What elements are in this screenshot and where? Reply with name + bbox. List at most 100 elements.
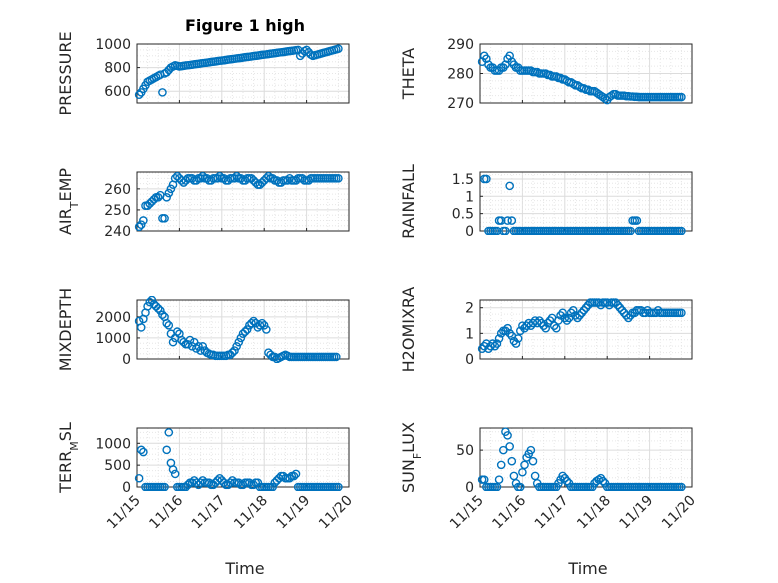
y-axis-label: TERRMSL bbox=[56, 422, 81, 494]
y-axis-label: THETA bbox=[399, 48, 418, 100]
data-point bbox=[535, 316, 544, 325]
data-point bbox=[562, 476, 572, 486]
data-point bbox=[274, 473, 284, 483]
data-point bbox=[198, 342, 208, 351]
data-point bbox=[153, 192, 163, 202]
data-point bbox=[196, 174, 205, 183]
y-axis-label: MIXDEPTH bbox=[56, 288, 75, 371]
data-point bbox=[611, 298, 620, 307]
x-tick-label: 11/16 bbox=[489, 492, 529, 532]
data-point bbox=[537, 318, 546, 328]
data-point bbox=[677, 308, 686, 318]
data-point bbox=[488, 339, 498, 348]
data-point bbox=[272, 176, 282, 185]
series-markers bbox=[134, 44, 343, 100]
data-point bbox=[518, 467, 527, 477]
subplot-8: 0 50 11/15 11/16 11/17 11/18 11/19 11/20 SUNFLUX bbox=[399, 422, 699, 532]
data-point bbox=[249, 316, 258, 326]
data-point bbox=[270, 352, 280, 362]
data-point bbox=[194, 342, 203, 351]
data-point bbox=[219, 478, 229, 487]
data-point bbox=[215, 473, 224, 483]
data-point bbox=[494, 334, 504, 343]
data-point bbox=[482, 339, 491, 348]
data-point bbox=[168, 337, 178, 347]
data-point bbox=[507, 216, 517, 225]
data-point bbox=[334, 44, 343, 54]
y-tick-label: 1000 bbox=[95, 331, 131, 347]
y-tick-label: 0 bbox=[122, 352, 131, 368]
data-point bbox=[479, 475, 489, 484]
x-tick-label: 11/15 bbox=[447, 493, 487, 533]
data-point bbox=[168, 465, 178, 474]
data-point bbox=[626, 311, 635, 320]
data-point bbox=[158, 88, 167, 97]
data-point bbox=[568, 305, 578, 315]
data-point bbox=[624, 313, 633, 323]
data-point bbox=[192, 176, 201, 185]
data-point bbox=[562, 316, 572, 325]
data-point bbox=[482, 174, 491, 184]
data-point bbox=[560, 313, 570, 323]
data-point bbox=[172, 327, 182, 336]
data-point bbox=[213, 174, 222, 183]
series-markers bbox=[477, 51, 686, 105]
data-point bbox=[160, 482, 169, 491]
data-point bbox=[251, 318, 261, 328]
y-tick-label: 1 bbox=[465, 326, 474, 342]
data-point bbox=[147, 296, 157, 305]
data-point bbox=[145, 297, 155, 307]
data-point bbox=[505, 329, 514, 338]
data-point bbox=[202, 174, 212, 183]
data-point bbox=[492, 482, 502, 491]
data-point bbox=[549, 321, 559, 330]
data-point bbox=[136, 220, 146, 229]
data-point bbox=[651, 308, 661, 318]
data-point bbox=[253, 478, 263, 487]
data-point bbox=[492, 226, 502, 235]
data-point bbox=[228, 348, 237, 357]
data-point bbox=[505, 181, 514, 191]
data-point bbox=[602, 298, 612, 307]
y-tick-label: 0.5 bbox=[452, 207, 474, 223]
data-point bbox=[232, 342, 241, 351]
y-tick-label: 500 bbox=[104, 458, 131, 474]
data-point bbox=[541, 323, 551, 333]
data-point bbox=[289, 471, 299, 481]
y-tick-label: 250 bbox=[104, 203, 131, 219]
data-point bbox=[558, 471, 567, 481]
y-tick-label: 0 bbox=[122, 480, 131, 496]
data-point bbox=[677, 482, 686, 491]
data-point bbox=[215, 171, 224, 181]
data-point bbox=[181, 482, 191, 491]
data-point bbox=[164, 320, 174, 330]
subplot-1: 600 800 1000 PRESSURE bbox=[56, 31, 350, 116]
data-point bbox=[136, 323, 146, 332]
data-point bbox=[477, 344, 487, 354]
data-point bbox=[162, 318, 171, 328]
x-tick-label: 11/17 bbox=[532, 493, 572, 533]
subplot-6: 0 1 2 H2OMIXRA bbox=[399, 287, 693, 372]
data-point bbox=[617, 305, 627, 315]
data-point bbox=[162, 192, 171, 202]
data-point bbox=[511, 339, 521, 348]
y-tick-label: 1 bbox=[465, 189, 474, 205]
x-axis-label-left: Time bbox=[224, 559, 264, 578]
data-point bbox=[134, 90, 144, 100]
data-point bbox=[209, 480, 218, 490]
data-point bbox=[513, 334, 523, 343]
data-point bbox=[162, 68, 171, 77]
data-point bbox=[607, 91, 616, 100]
y-tick-label: 2000 bbox=[95, 310, 131, 326]
data-point bbox=[295, 51, 305, 61]
x-tick-label: 11/19 bbox=[617, 493, 657, 533]
data-point bbox=[556, 311, 565, 320]
data-point bbox=[545, 316, 555, 325]
data-point bbox=[268, 174, 277, 183]
data-point bbox=[528, 456, 538, 466]
data-point bbox=[230, 346, 239, 355]
data-point bbox=[255, 320, 265, 330]
data-point bbox=[594, 298, 604, 307]
data-point bbox=[266, 350, 275, 360]
y-tick-label: 0 bbox=[465, 480, 474, 496]
